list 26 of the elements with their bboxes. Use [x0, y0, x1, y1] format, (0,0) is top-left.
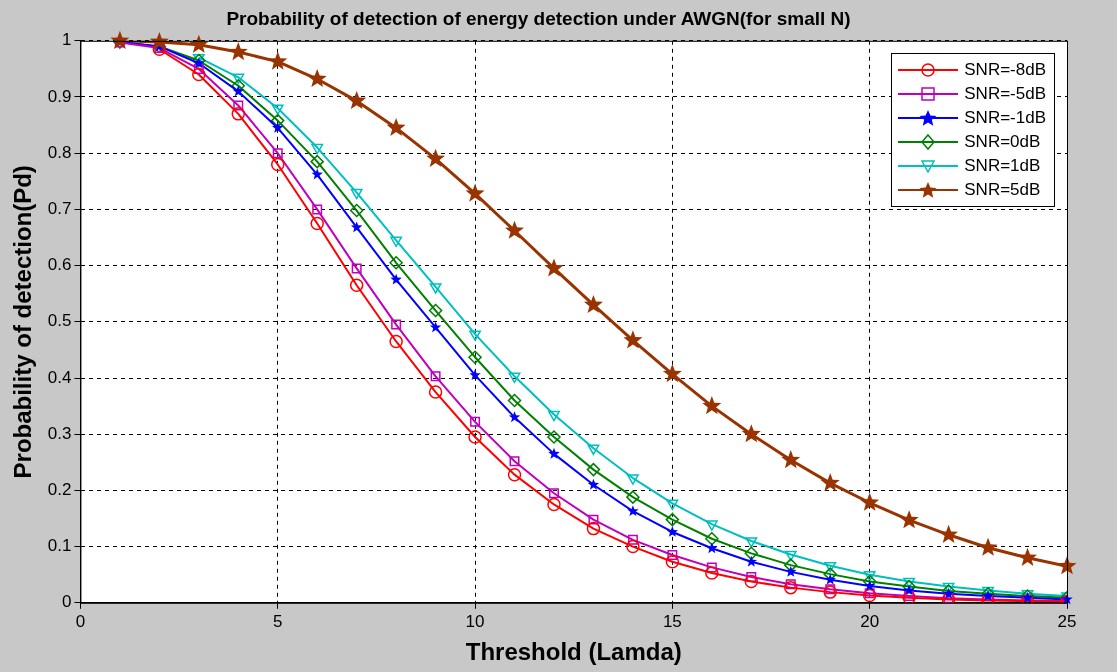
- y-tick-label: 0.4: [47, 367, 72, 387]
- legend-label: SNR=-5dB: [964, 83, 1046, 104]
- x-tick-label: 15: [662, 611, 682, 631]
- x-tick-label: 0: [75, 611, 86, 631]
- y-tick-label: 0.8: [47, 142, 72, 162]
- y-tick-label: 0.7: [47, 199, 72, 219]
- y-tick-label: 0: [61, 592, 72, 612]
- y-tick-label: 0.3: [47, 423, 72, 443]
- x-axis-title: Threshold (Lamda): [465, 638, 682, 666]
- legend-label: SNR=0dB: [964, 131, 1041, 152]
- x-tick-label: 25: [1057, 611, 1077, 631]
- x-tick-label: 20: [860, 611, 880, 631]
- chart-title: Probability of detection of energy detection under AWGN(for small N): [226, 7, 851, 29]
- y-axis-title: Probability of detection(Pd): [9, 165, 37, 479]
- y-tick-label: 0.6: [47, 255, 72, 275]
- x-tick-label: 5: [273, 611, 283, 631]
- y-tick-label: 0.1: [47, 536, 72, 556]
- y-tick-label: 0.9: [47, 86, 72, 106]
- legend-label: SNR=-1dB: [964, 107, 1046, 128]
- legend-label: SNR=-8dB: [964, 59, 1046, 80]
- legend-label: SNR=5dB: [964, 179, 1041, 200]
- y-tick-label: 0.5: [47, 311, 72, 331]
- y-tick-label: 1: [61, 30, 72, 50]
- y-tick-label: 0.2: [47, 480, 72, 500]
- x-tick-label: 10: [465, 611, 485, 631]
- legend-label: SNR=1dB: [964, 155, 1041, 176]
